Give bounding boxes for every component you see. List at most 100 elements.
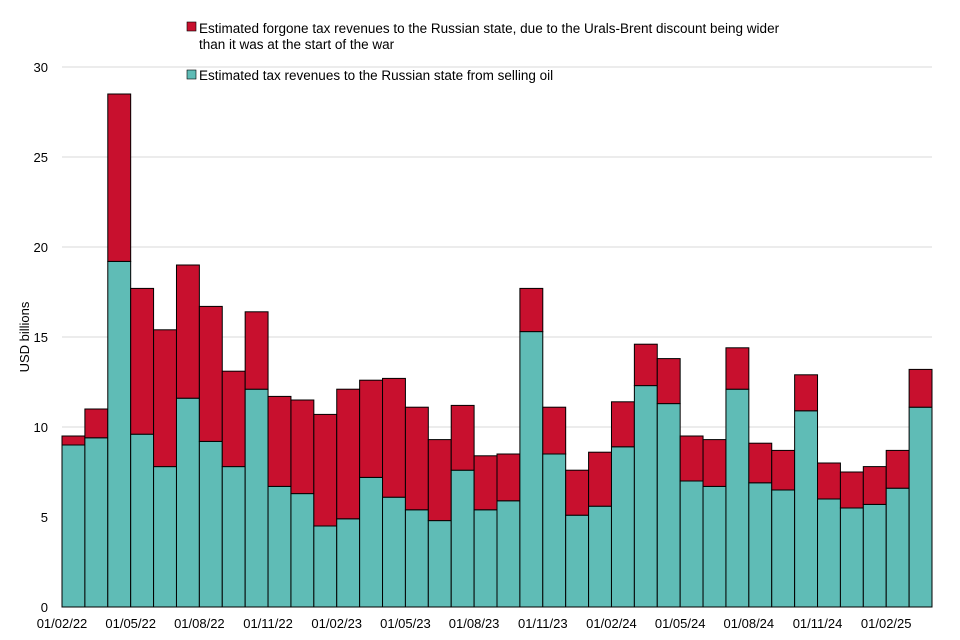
bar-revenues-07/23 [450, 469, 475, 608]
bar-forgone-12/22 [290, 399, 315, 495]
y-tick-label: 15 [34, 330, 48, 345]
bar-forgone-04/23 [382, 377, 406, 498]
bar-revenues-12/23 [565, 514, 590, 608]
bar-revenues-02/24 [610, 446, 635, 608]
bar-revenues-05/23 [404, 509, 429, 608]
bar-revenues-06/24 [702, 485, 727, 608]
bar-forgone-06/23 [427, 439, 452, 522]
bar-forgone-02/23 [336, 388, 361, 520]
x-tick-label: 01/02/22 [37, 616, 88, 631]
bar-revenues-12/24 [839, 507, 864, 608]
legend-swatch-revenues [186, 69, 197, 80]
bar-forgone-07/23 [450, 404, 475, 471]
bar-revenues-11/23 [542, 453, 567, 608]
bar-revenues-04/22 [107, 260, 132, 608]
bar-revenues-03/22 [84, 437, 109, 608]
x-axis: 01/02/22 01/05/22 01/08/22 01/11/22 01/02/23… [37, 606, 932, 631]
x-tick-label: 01/08/23 [449, 616, 500, 631]
bar-forgone-10/24 [794, 374, 819, 412]
x-tick-label: 01/02/24 [586, 616, 637, 631]
bar-revenues-09/24 [771, 489, 796, 608]
bar-revenues-01/25 [862, 503, 887, 608]
bar-forgone-12/23 [565, 469, 590, 516]
bar-revenues-05/24 [679, 480, 704, 608]
bar-forgone-08/23 [473, 455, 498, 511]
y-tick-label: 0 [41, 600, 48, 615]
legend: Estimated forgone tax revenues to the Ru… [186, 21, 780, 83]
bar-revenues-03/23 [359, 476, 384, 608]
bar-revenues-02/25 [885, 487, 910, 608]
y-tick-label: 10 [34, 420, 48, 435]
bar-revenues-07/22 [175, 397, 200, 608]
bar-revenues-10/22 [244, 388, 269, 608]
bar-forgone-11/23 [542, 406, 567, 455]
bar-revenues-04/23 [382, 496, 406, 608]
bar-revenues-10/23 [519, 331, 544, 608]
bar-revenues-05/22 [130, 433, 155, 608]
bar-forgone-02/22 [61, 435, 86, 446]
bar-forgone-04/22 [107, 93, 132, 262]
bar-forgone-05/23 [404, 406, 429, 511]
bar-revenues-03/25 [908, 406, 933, 608]
bar-revenues-02/23 [336, 518, 361, 608]
x-tick-label: 01/02/25 [861, 616, 912, 631]
y-tick-label: 5 [41, 510, 48, 525]
bar-revenues-08/22 [198, 440, 223, 608]
bar-revenues-11/24 [817, 498, 841, 608]
legend-label-revenues: Estimated tax revenues to the Russian st… [199, 68, 553, 83]
x-tick-label: 01/05/24 [655, 616, 706, 631]
bar-forgone-03/22 [84, 408, 109, 439]
x-tick-label: 01/08/22 [174, 616, 225, 631]
bar-forgone-03/24 [633, 343, 658, 387]
x-tick-label: 01/11/22 [243, 616, 293, 631]
bar-forgone-06/22 [153, 329, 177, 468]
bar-revenues-08/24 [748, 482, 773, 608]
bar-revenues-12/22 [290, 493, 315, 608]
bar-forgone-11/22 [267, 395, 292, 487]
bar-forgone-01/24 [588, 451, 612, 507]
bar-forgone-08/24 [748, 442, 773, 484]
bar-revenues-01/24 [588, 505, 612, 608]
bar-forgone-11/24 [817, 462, 841, 500]
x-tick-label: 01/08/24 [724, 616, 775, 631]
x-tick-label: 01/02/23 [311, 616, 362, 631]
y-axis-label: USD billions [17, 301, 32, 372]
bar-forgone-09/24 [771, 449, 796, 491]
bar-forgone-02/24 [610, 401, 635, 448]
bar-forgone-07/22 [175, 264, 200, 399]
bar-forgone-05/22 [130, 287, 155, 435]
bar-forgone-01/23 [313, 413, 338, 527]
bar-revenues-09/22 [221, 466, 246, 608]
bar-revenues-10/24 [794, 410, 819, 608]
bar-revenues-07/24 [725, 388, 750, 608]
x-tick-label: 01/05/22 [105, 616, 156, 631]
bar-revenues-06/23 [427, 520, 452, 608]
bar-forgone-09/23 [496, 453, 521, 502]
bar-forgone-04/24 [656, 358, 681, 405]
bar-revenues-02/22 [61, 444, 86, 608]
bar-revenues-09/23 [496, 500, 521, 608]
y-tick-label: 25 [34, 150, 48, 165]
bar-revenues-01/23 [313, 525, 338, 608]
bar-forgone-09/22 [221, 370, 246, 468]
bars [61, 93, 933, 608]
y-tick-label: 20 [34, 240, 48, 255]
bar-forgone-06/24 [702, 439, 727, 487]
bar-forgone-10/23 [519, 287, 544, 333]
bar-revenues-03/24 [633, 385, 658, 608]
x-tick-label: 01/11/23 [518, 616, 568, 631]
bar-forgone-02/25 [885, 449, 910, 489]
y-axis: 0 5 10 15 20 25 30 [34, 60, 48, 615]
bar-revenues-11/22 [267, 485, 292, 608]
bar-forgone-05/24 [679, 435, 704, 482]
bar-forgone-10/22 [244, 311, 269, 390]
legend-swatch-forgone [186, 21, 197, 32]
bar-revenues-04/24 [656, 403, 681, 608]
x-tick-label: 01/05/23 [380, 616, 431, 631]
x-tick-label: 01/11/24 [793, 616, 843, 631]
bar-forgone-12/24 [839, 471, 864, 509]
bar-forgone-01/25 [862, 466, 887, 505]
bar-forgone-08/22 [198, 305, 223, 442]
bar-forgone-03/23 [359, 379, 384, 478]
